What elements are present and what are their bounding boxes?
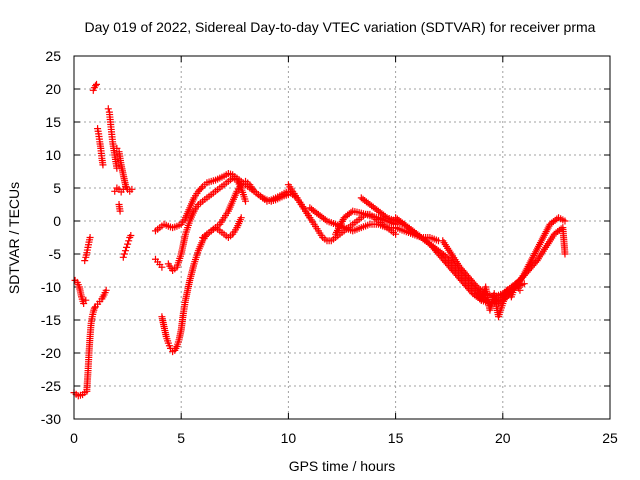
series-segment-g	[94, 125, 107, 169]
data-point	[242, 197, 250, 205]
data-point	[116, 207, 124, 215]
y-tick-label: -5	[49, 246, 62, 262]
y-tick-label: 0	[53, 213, 61, 229]
series-segment-h	[104, 105, 121, 172]
y-tick-label: 5	[53, 180, 61, 196]
data-point	[102, 286, 110, 294]
x-tick-label: 5	[177, 430, 185, 446]
data-point	[113, 164, 121, 172]
data-point	[124, 240, 132, 248]
y-tick-label: -25	[41, 378, 61, 394]
series-segment-w	[439, 224, 569, 301]
data-point	[127, 232, 135, 240]
y-tick-label: 10	[45, 147, 61, 163]
data-point	[128, 185, 136, 193]
data-point	[532, 258, 540, 266]
y-tick-label: 20	[45, 81, 61, 97]
data-point	[381, 212, 389, 220]
data-point	[321, 216, 329, 224]
data-point	[441, 252, 449, 260]
x-tick-label: 15	[388, 430, 404, 446]
series-segment-e	[81, 234, 94, 265]
data-point	[119, 253, 127, 261]
x-tick-label: 25	[602, 430, 618, 446]
data-marks	[70, 80, 569, 400]
data-point	[120, 250, 128, 258]
data-point	[158, 263, 166, 271]
grid-layer	[74, 56, 610, 419]
data-point	[81, 257, 89, 265]
plot-frame	[73, 55, 611, 420]
x-axis-label: GPS time / hours	[289, 458, 396, 474]
series-segment-c	[83, 304, 98, 393]
data-point	[82, 296, 90, 304]
data-point	[516, 286, 524, 294]
series-segment-j	[111, 183, 129, 196]
y-tick-label: 15	[45, 114, 61, 130]
data-point	[520, 280, 528, 288]
series-segment-o	[151, 169, 292, 235]
y-tick-label: 25	[45, 48, 61, 64]
x-tick-label: 20	[495, 430, 511, 446]
y-tick-label: -20	[41, 345, 61, 361]
series-segment-q	[199, 214, 245, 241]
series-segment-m	[151, 255, 166, 271]
data-point	[104, 105, 112, 113]
data-point	[392, 230, 400, 238]
data-point	[125, 237, 133, 245]
series-segment-f	[89, 80, 101, 94]
data-point	[99, 161, 107, 169]
series-segment-k	[115, 201, 124, 215]
series-segment-d	[91, 286, 110, 311]
data-point	[472, 281, 480, 289]
data-point	[123, 243, 131, 251]
data-point	[93, 80, 101, 88]
data-point	[561, 250, 569, 258]
y-tick-label: -10	[41, 279, 61, 295]
data-point	[237, 214, 245, 222]
data-point	[561, 217, 569, 225]
data-point	[90, 304, 98, 312]
data-point	[86, 234, 94, 241]
series-segment-x	[473, 280, 524, 321]
x-tick-label: 0	[70, 430, 78, 446]
y-tick-label: -30	[41, 411, 61, 427]
y-axis-label: SDTVAR / TECUs	[6, 182, 22, 294]
x-tick-label: 10	[281, 430, 297, 446]
series-segment-u	[357, 194, 569, 307]
series-segment-p	[164, 174, 250, 274]
data-point	[347, 208, 355, 216]
y-tick-label: -15	[41, 312, 61, 328]
chart-title: Day 019 of 2022, Sidereal Day-to-day VTE…	[85, 19, 596, 35]
data-point	[121, 183, 129, 191]
series-segment-b	[71, 276, 90, 307]
series-segment-l	[119, 232, 135, 261]
data-point	[91, 82, 99, 90]
data-point	[197, 184, 205, 192]
data-point	[284, 191, 292, 199]
data-point	[121, 247, 129, 255]
series-segment-i	[113, 144, 136, 195]
